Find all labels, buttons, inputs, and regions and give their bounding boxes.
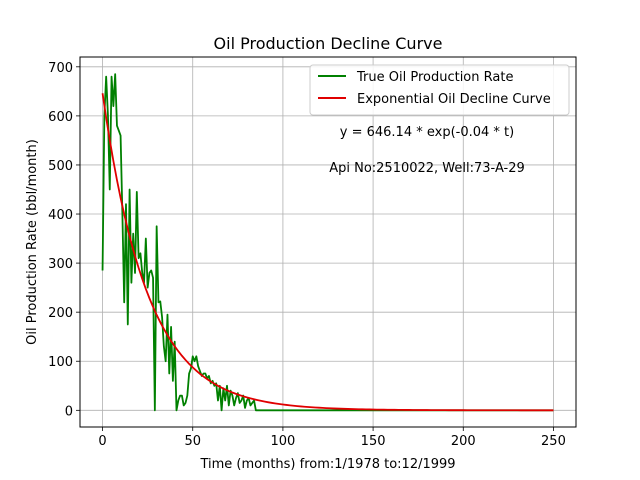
x-tick-label: 100 (270, 434, 295, 449)
x-tick-label: 250 (541, 434, 566, 449)
well-annotation: Api No:2510022, Well:73-A-29 (329, 161, 525, 176)
x-axis-label: Time (months) from:1/1978 to:12/1999 (199, 457, 455, 472)
y-tick-label: 500 (48, 159, 73, 174)
series-layer (101, 73, 554, 412)
chart-title: Oil Production Decline Curve (214, 34, 443, 53)
x-tick-label: 200 (451, 434, 476, 449)
legend: True Oil Production Rate Exponential Oil… (309, 64, 570, 116)
y-tick-label: 300 (48, 257, 73, 272)
plot-frame (79, 56, 577, 428)
y-tick-label: 0 (65, 404, 73, 419)
x-tick-label: 0 (98, 434, 106, 449)
y-tick-label: 600 (48, 110, 73, 125)
y-tick-label: 700 (48, 61, 73, 76)
series-line-exp-curve (101, 93, 554, 412)
x-tick-label: 150 (361, 434, 386, 449)
x-tick-label: 50 (184, 434, 201, 449)
y-axis-label: Oil Production Rate (bbl/month) (25, 139, 40, 345)
legend-label-exp-curve: Exponential Oil Decline Curve (357, 92, 551, 107)
legend-box (309, 64, 570, 116)
y-tick-label: 400 (48, 208, 73, 223)
equation-annotation: y = 646.14 * exp(-0.04 * t) (340, 125, 514, 140)
y-tick-label: 200 (48, 306, 73, 321)
tick-layer: 0 50 100 150 200 250 0 100 200 300 400 500 600 700 (48, 61, 566, 449)
y-tick-label: 100 (48, 355, 73, 370)
legend-label-true-rate: True Oil Production Rate (356, 70, 513, 85)
